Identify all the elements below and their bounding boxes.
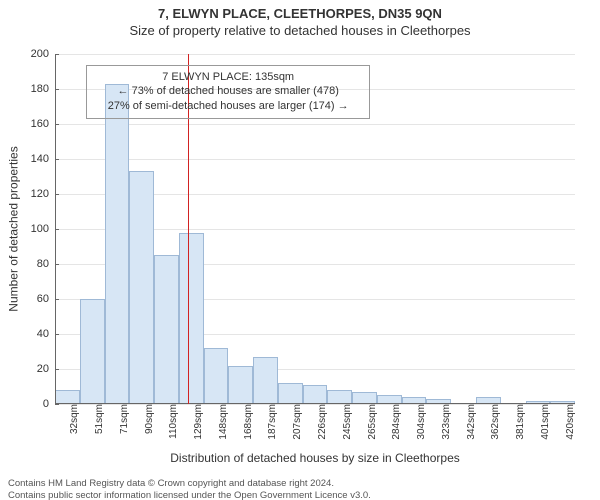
- x-tick-label: 110sqm: [166, 404, 179, 439]
- x-tick-label: 90sqm: [142, 404, 155, 434]
- annotation-line1: 7 ELWYN PLACE: 135sqm: [93, 70, 363, 85]
- annotation-line2: ← 73% of detached houses are smaller (47…: [93, 84, 363, 99]
- x-tick-label: 226sqm: [315, 404, 328, 440]
- x-tick-label: 265sqm: [365, 404, 378, 440]
- y-tick-label: 140: [31, 153, 55, 165]
- page-title: 7, ELWYN PLACE, CLEETHORPES, DN35 9QN: [0, 6, 600, 21]
- x-tick-label: 381sqm: [513, 404, 526, 440]
- y-tick-label: 80: [37, 258, 55, 270]
- annotation-box: 7 ELWYN PLACE: 135sqm ← 73% of detached …: [86, 65, 370, 120]
- x-tick-label: 71sqm: [117, 404, 130, 434]
- x-tick-label: 168sqm: [241, 404, 254, 440]
- histogram-bar: [55, 390, 80, 404]
- histogram-bar: [154, 255, 179, 404]
- x-tick-label: 362sqm: [488, 404, 501, 440]
- y-axis-label: Number of detached properties: [7, 146, 21, 311]
- plot-area: 020406080100120140160180200 32sqm51sqm71…: [55, 54, 575, 404]
- y-axis-label-container: Number of detached properties: [6, 54, 22, 404]
- y-tick-label: 180: [31, 83, 55, 95]
- y-tick-label: 100: [31, 223, 55, 235]
- histogram-bar: [253, 357, 278, 404]
- x-tick-label: 207sqm: [290, 404, 303, 440]
- x-tick-label: 420sqm: [563, 404, 576, 440]
- histogram-bar: [179, 233, 204, 405]
- footer: Contains HM Land Registry data © Crown c…: [8, 478, 371, 500]
- annotation-line3: 27% of semi-detached houses are larger (…: [93, 99, 363, 114]
- x-tick-label: 51sqm: [92, 404, 105, 434]
- x-tick-label: 342sqm: [464, 404, 477, 440]
- footer-line1: Contains HM Land Registry data © Crown c…: [8, 478, 371, 490]
- y-tick-label: 0: [43, 398, 55, 410]
- histogram-bar: [204, 348, 229, 404]
- x-tick-label: 304sqm: [414, 404, 427, 440]
- x-tick-label: 284sqm: [389, 404, 402, 440]
- x-tick-label: 148sqm: [216, 404, 229, 440]
- footer-line2: Contains public sector information licen…: [8, 490, 371, 500]
- histogram-bar: [303, 385, 328, 404]
- histogram-bar: [80, 299, 105, 404]
- x-tick-label: 245sqm: [340, 404, 353, 440]
- y-tick-label: 200: [31, 48, 55, 60]
- y-tick-label: 160: [31, 118, 55, 130]
- x-tick-label: 187sqm: [265, 404, 278, 440]
- x-tick-label: 323sqm: [439, 404, 452, 440]
- y-tick-label: 60: [37, 293, 55, 305]
- x-tick-label: 32sqm: [67, 404, 80, 434]
- x-tick-label: 129sqm: [191, 404, 204, 440]
- histogram-bar: [129, 171, 154, 404]
- x-tick-label: 401sqm: [538, 404, 551, 440]
- histogram-bar: [327, 390, 352, 404]
- y-tick-label: 20: [37, 363, 55, 375]
- histogram-bar: [278, 383, 303, 404]
- histogram-bar: [228, 366, 253, 405]
- chart-subtitle: Size of property relative to detached ho…: [0, 23, 600, 38]
- histogram-bar: [105, 84, 130, 404]
- y-tick-label: 40: [37, 328, 55, 340]
- x-axis-label: Distribution of detached houses by size …: [55, 451, 575, 465]
- y-tick-label: 120: [31, 188, 55, 200]
